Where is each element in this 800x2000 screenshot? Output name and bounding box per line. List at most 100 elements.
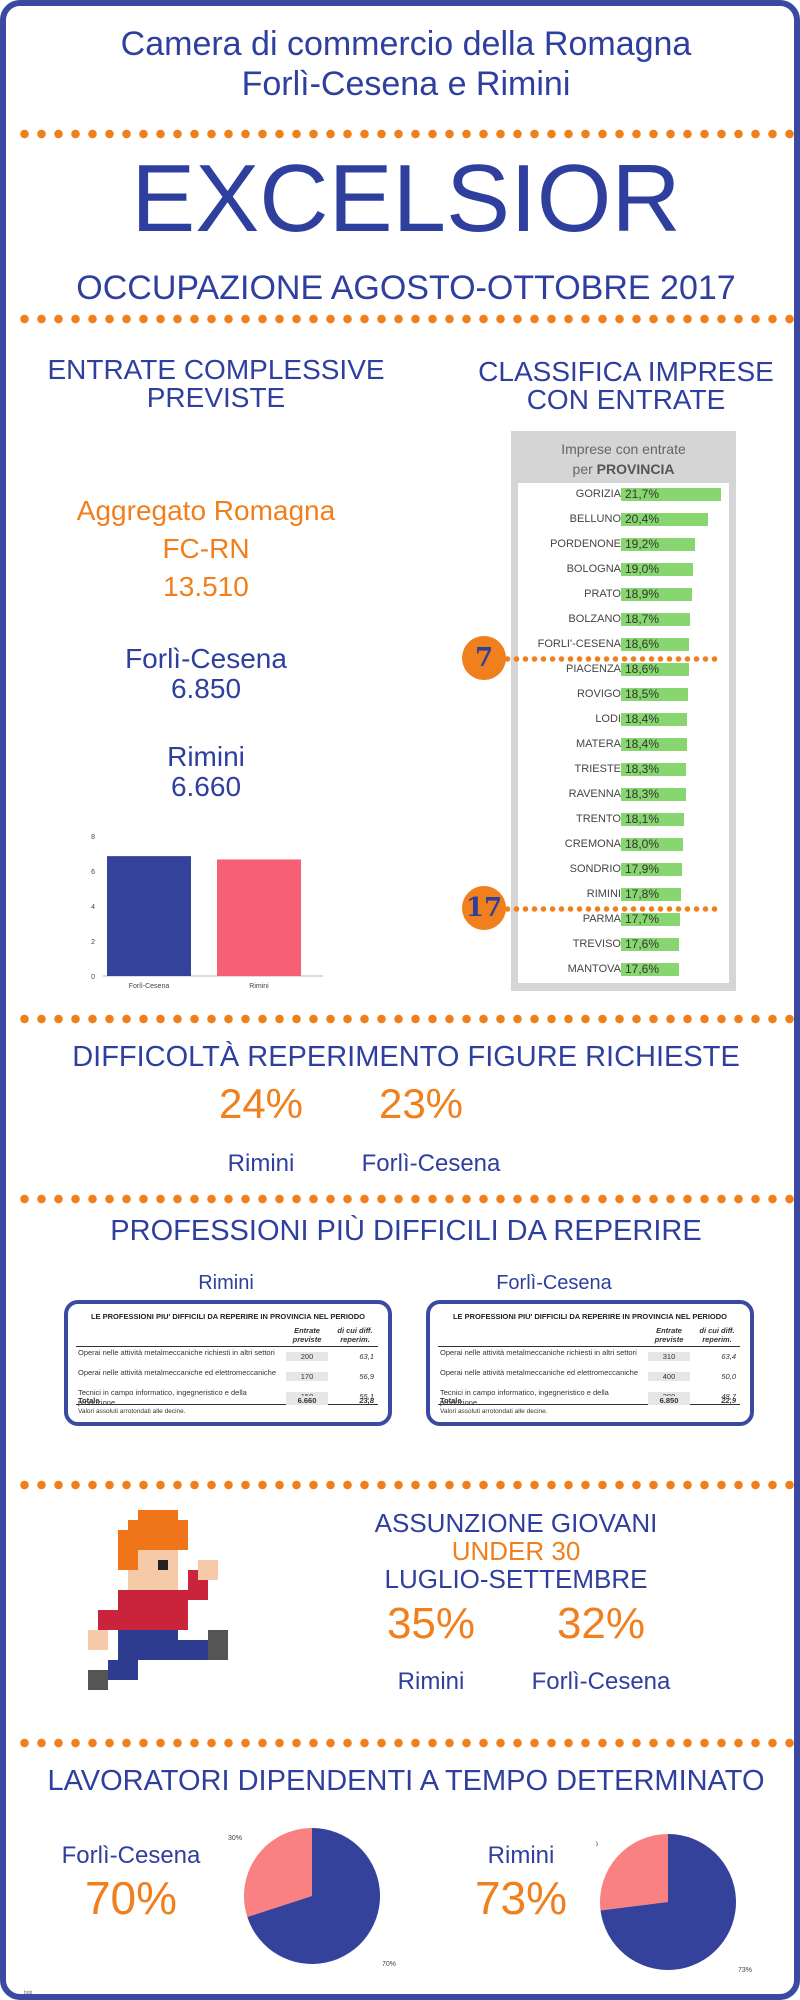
ranking-province: TRENTO bbox=[575, 813, 621, 825]
table-note: Valori assoluti arrotondati alle decine. bbox=[440, 1408, 548, 1415]
pie-slice-rest bbox=[244, 1828, 312, 1918]
row-label: Operai nelle attività metalmeccaniche ed… bbox=[440, 1368, 639, 1377]
ranking-row: PARMA 17,7% bbox=[518, 908, 729, 933]
fc-determinato-value: 70% bbox=[84, 1872, 178, 1924]
ranking-row: BOLOGNA 19,0% bbox=[518, 558, 729, 583]
ranking-bar bbox=[621, 938, 679, 951]
ranking-row: TRIESTE 18,3% bbox=[518, 758, 729, 783]
ranking-bar bbox=[621, 888, 681, 901]
ranking-row: BOLZANO 18,7% bbox=[518, 608, 729, 633]
y-tick-label: 8 bbox=[91, 834, 95, 841]
fc-entrate-label: Forlì-Cesena bbox=[125, 643, 287, 674]
ranking-value: 18,5% bbox=[625, 687, 660, 701]
ranking-bar bbox=[621, 488, 721, 501]
ranking-title-line1: Imprese con entrate bbox=[561, 441, 686, 457]
ranking-row: PRATO 18,9% bbox=[518, 583, 729, 608]
subtitle: OCCUPAZIONE AGOSTO-OTTOBRE 2017 bbox=[76, 269, 736, 307]
row-label: Tecnici in campo informatico, ingegneris… bbox=[440, 1388, 609, 1407]
ranking-bar bbox=[621, 588, 692, 601]
row-entrate: 400 bbox=[648, 1372, 690, 1381]
ranking-row: TREVISO 17,6% bbox=[518, 933, 729, 958]
table-row: Operai nelle attività metalmeccaniche ed… bbox=[76, 1368, 378, 1388]
table-rule bbox=[438, 1346, 740, 1347]
table-rule bbox=[438, 1404, 740, 1405]
y-tick-label: 0 bbox=[91, 974, 95, 981]
difficolta-heading: DIFFICOLTÀ REPERIMENTO FIGURE RICHIESTE bbox=[72, 1041, 740, 1073]
bar bbox=[217, 859, 301, 976]
row-label: Operai nelle attività metalmeccaniche ri… bbox=[440, 1348, 637, 1357]
rn-entrate-block: Rimini 6.660 bbox=[36, 742, 376, 802]
ranking-row: GORIZIA 21,7% bbox=[518, 483, 729, 508]
ranking-province: SONDRIO bbox=[569, 863, 621, 875]
ranking-row: MATERA 18,4% bbox=[518, 733, 729, 758]
total-entrate: 6.660 bbox=[286, 1396, 328, 1405]
ranking-province: TRIESTE bbox=[574, 763, 621, 775]
ranking-bar bbox=[621, 638, 689, 651]
total-difficolta: 23,8 bbox=[359, 1396, 374, 1405]
ranking-bar bbox=[621, 863, 682, 876]
table-total-row: Totale 6.850 22,9 bbox=[438, 1396, 740, 1408]
ranking-value: 18,6% bbox=[625, 662, 660, 676]
y-tick-label: 2 bbox=[91, 939, 95, 946]
determinato-heading: LAVORATORI DIPENDENTI A TEMPO DETERMINAT… bbox=[47, 1765, 765, 1797]
chamber-name: Camera di commercio della Romagna Forlì-… bbox=[6, 24, 794, 104]
ranking-bar bbox=[621, 538, 695, 551]
bar bbox=[107, 856, 191, 976]
row-difficolta: 50,0 bbox=[721, 1372, 736, 1381]
ranking-row: ROVIGO 18,5% bbox=[518, 683, 729, 708]
ranking-value: 17,9% bbox=[625, 862, 660, 876]
ranking-province: MANTOVA bbox=[567, 963, 621, 975]
fc-giovani-label: Forlì-Cesena bbox=[531, 1668, 671, 1695]
ranking-value: 19,0% bbox=[625, 562, 660, 576]
ranking-value: 18,3% bbox=[625, 787, 660, 801]
total-label: Totale bbox=[78, 1396, 100, 1405]
table-title: LE PROFESSIONI PIU' DIFFICILI DA REPERIR… bbox=[452, 1312, 728, 1321]
entrate-bar-chart: 0 2 4 6 8 Forlì-Cesena Rimini bbox=[91, 834, 323, 990]
rn-difficolta-value: 24% bbox=[218, 1080, 304, 1127]
entrate-heading: ENTRATE COMPLESSIVE PREVISTE bbox=[47, 354, 385, 413]
ranking-bar bbox=[621, 738, 687, 751]
fc-giovani-value: 32% bbox=[556, 1599, 646, 1648]
total-label: Totale bbox=[440, 1396, 462, 1405]
chamber-line2: Forlì-Cesena e Rimini bbox=[241, 65, 571, 103]
ranking-row: SONDRIO 17,9% bbox=[518, 858, 729, 883]
dotted-divider bbox=[16, 129, 794, 139]
rn-table-label: Rimini bbox=[198, 1272, 254, 1294]
table-row: Operai nelle attività metalmeccaniche ed… bbox=[438, 1368, 740, 1388]
ranking-province: MATERA bbox=[575, 738, 621, 750]
ranking-value: 17,6% bbox=[625, 937, 660, 951]
rn-entrate-label: Rimini bbox=[167, 741, 245, 772]
rn-giovani-label: Rimini bbox=[397, 1668, 465, 1695]
ranking-title: Imprese con entrate per PROVINCIA bbox=[511, 439, 736, 479]
ranking-province: PORDENONE bbox=[550, 538, 621, 550]
rn-rank-dotted-marker bbox=[494, 906, 719, 912]
ranking-province: BOLZANO bbox=[568, 613, 621, 625]
ranking-row: RIMINI 17,8% bbox=[518, 883, 729, 908]
ranking-value: 20,4% bbox=[625, 512, 660, 526]
table-rule bbox=[76, 1404, 378, 1405]
fc-difficolta-value: 23% bbox=[378, 1080, 464, 1127]
ranking-row: LODI 18,4% bbox=[518, 708, 729, 733]
total-difficolta: 22,9 bbox=[721, 1396, 736, 1405]
pie-label-rest: 27% bbox=[596, 1841, 598, 1848]
classifica-heading: CLASSIFICA IMPRESE CON ENTRATE bbox=[446, 358, 794, 414]
ranking-province: PARMA bbox=[582, 913, 621, 925]
y-tick-label: 6 bbox=[91, 869, 95, 876]
ranking-province: BOLOGNA bbox=[566, 563, 621, 575]
dotted-divider bbox=[16, 1738, 794, 1748]
ranking-bar bbox=[621, 663, 689, 676]
rn-determinato-label: Rimini bbox=[487, 1842, 555, 1869]
ranking-value: 18,6% bbox=[625, 637, 660, 651]
giovani-line1: ASSUNZIONE GIOVANI bbox=[374, 1508, 658, 1538]
pie-slice-rest bbox=[600, 1834, 668, 1911]
col-difficolta-header: di cui diff. reperim. bbox=[337, 1326, 373, 1344]
ranking-province: BELLUNO bbox=[569, 513, 621, 525]
col-entrate-header: Entrate previste bbox=[292, 1326, 322, 1344]
ranking-bar bbox=[621, 838, 683, 851]
row-difficolta: 63,1 bbox=[359, 1352, 374, 1361]
ranking-value: 18,7% bbox=[625, 612, 660, 626]
fc-rank-badge: 7 bbox=[462, 636, 506, 680]
table-note: Valori assoluti arrotondati alle decine. bbox=[78, 1408, 186, 1415]
fc-entrate-value: 6.850 bbox=[170, 673, 242, 704]
rn-entrate-value: 6.660 bbox=[170, 771, 242, 802]
